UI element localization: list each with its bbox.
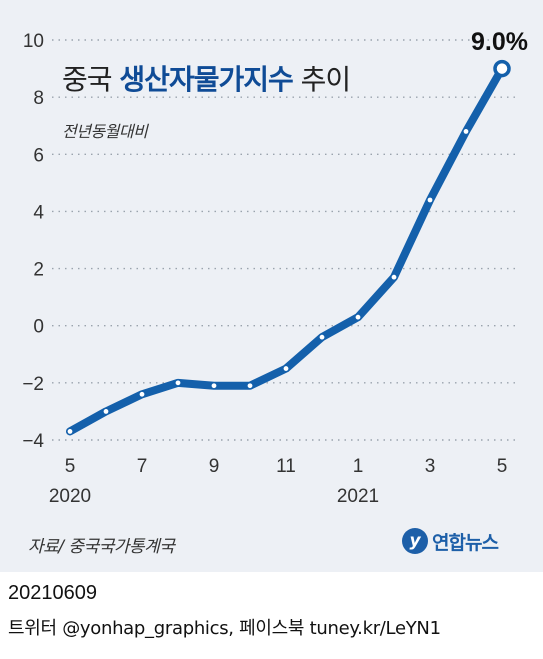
x-tick-label: 9 xyxy=(209,456,220,477)
x-year-label: 2021 xyxy=(337,486,379,507)
y-tick-label: 2 xyxy=(33,260,44,281)
y-tick-label: −4 xyxy=(22,431,44,452)
yonhap-logo-text: 연합뉴스 xyxy=(432,531,499,554)
y-tick-label: −2 xyxy=(22,374,44,395)
yonhap-logo: y 연합뉴스 xyxy=(402,525,499,557)
data-point xyxy=(247,383,253,389)
data-point xyxy=(391,274,397,280)
y-tick-label: 6 xyxy=(33,145,44,166)
data-point xyxy=(103,409,109,414)
publish-date: 20210609 xyxy=(8,582,97,604)
y-tick-label: 8 xyxy=(33,88,44,109)
data-point xyxy=(211,383,217,389)
data-point xyxy=(139,391,145,397)
social-credit: 트위터 @yonhap_graphics, 페이스북 tuney.kr/LeYN… xyxy=(8,618,441,639)
title-main: 생산자물가지수 xyxy=(119,63,293,96)
x-tick-label: 7 xyxy=(137,456,148,477)
yonhap-logo-icon: y xyxy=(402,528,428,554)
data-point xyxy=(67,429,73,434)
source-note: 자료/ 중국국가통계국 xyxy=(28,537,175,557)
data-point xyxy=(319,334,325,340)
data-point xyxy=(463,129,469,134)
last-data-point xyxy=(493,59,511,78)
y-tick-label: 0 xyxy=(33,317,44,338)
chart-subtitle: 전년동월대비 xyxy=(62,122,148,141)
x-tick-label: 5 xyxy=(497,456,508,477)
y-tick-label: 4 xyxy=(33,202,44,223)
data-point xyxy=(355,314,361,320)
data-point xyxy=(283,366,289,371)
x-tick-label: 11 xyxy=(276,456,296,477)
x-tick-label: 5 xyxy=(65,456,76,477)
value-annotation: 9.0% xyxy=(471,28,528,56)
chart-title: 중국 생산자물가지수 추이 xyxy=(62,58,352,98)
y-tick-label: 10 xyxy=(23,31,44,52)
x-tick-label: 3 xyxy=(425,456,436,477)
title-suffix: 추이 xyxy=(292,63,352,96)
x-tick-label: 1 xyxy=(353,456,364,477)
data-point xyxy=(427,197,433,203)
chart-card: 10 8 6 4 2 0 −2 −4 5 7 9 11 1 3 5 2020 2021 9.0% 중국 생산자물가… xyxy=(0,0,543,572)
title-prefix: 중국 xyxy=(62,63,120,96)
x-year-label: 2020 xyxy=(49,486,91,507)
data-point xyxy=(175,380,181,386)
